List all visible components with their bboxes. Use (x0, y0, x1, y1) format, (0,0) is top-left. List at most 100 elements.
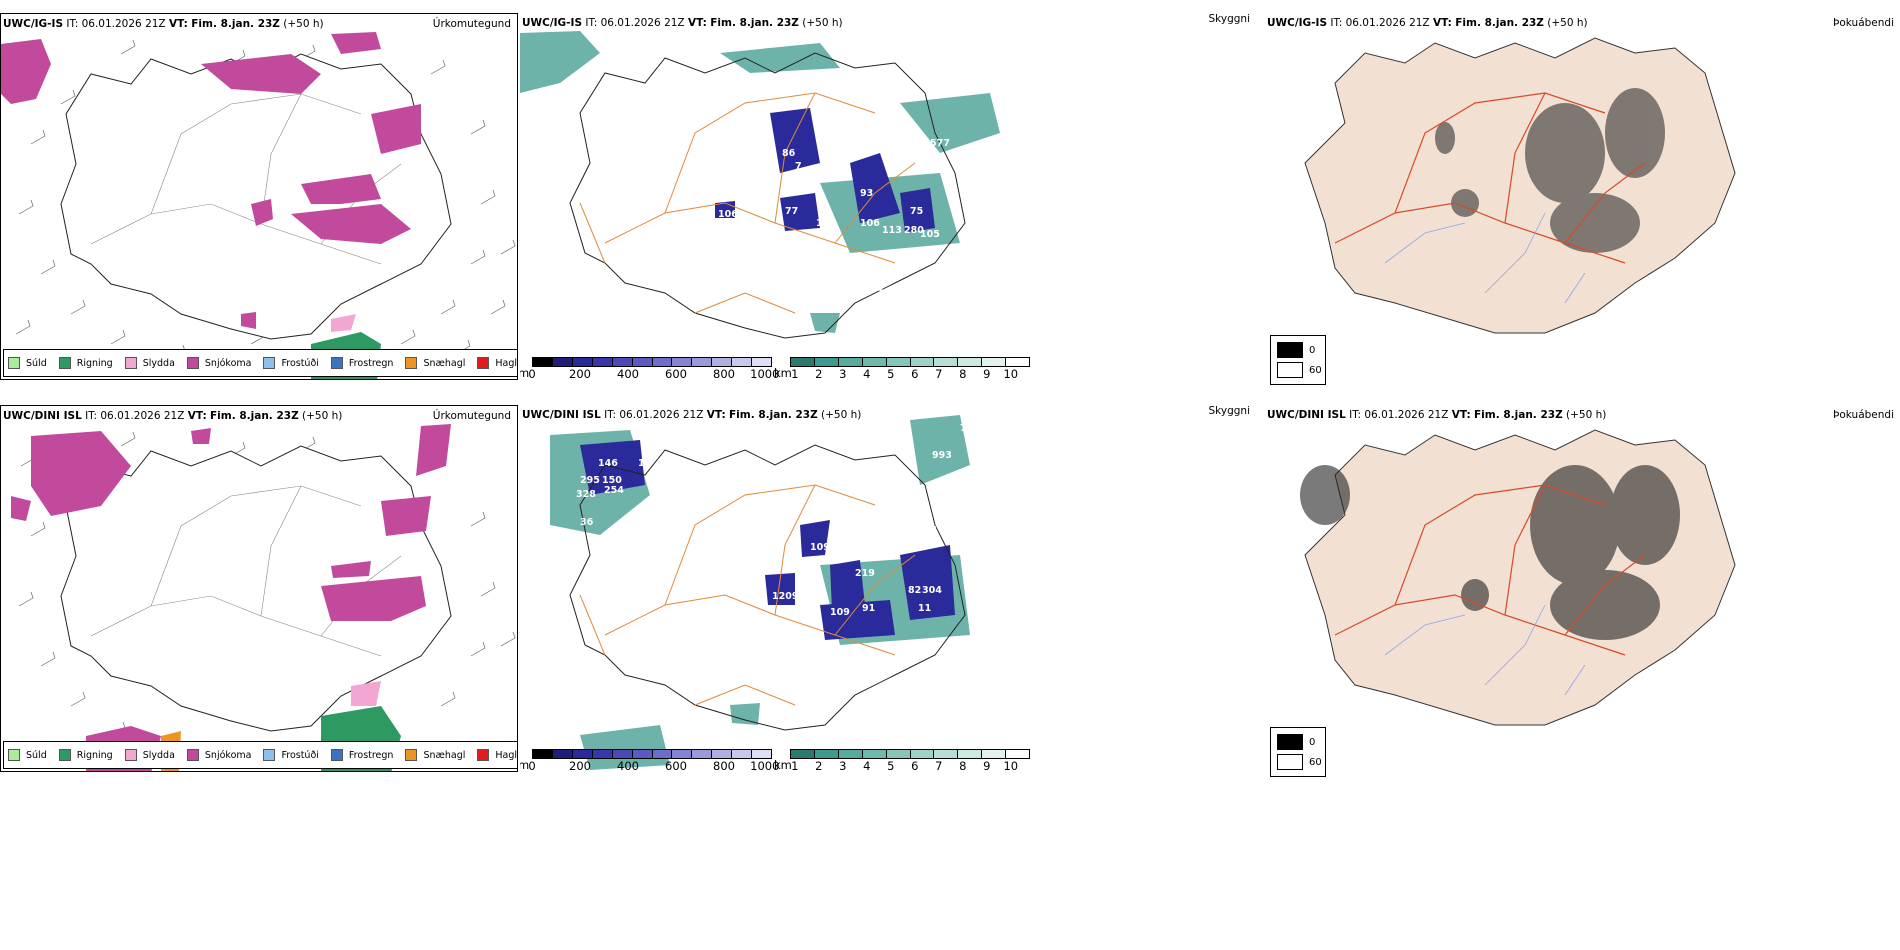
value-label: 109 (830, 607, 850, 618)
tick: 800 (713, 367, 735, 381)
value-label: 110 (938, 511, 958, 522)
valid-time: Fim. 8.jan. 23Z (191, 18, 280, 30)
roads (1334, 92, 1646, 264)
tick: 600 (665, 759, 687, 773)
value-label: 2 (640, 263, 647, 274)
value-label: 878 (620, 33, 640, 44)
legend-item: Súld (8, 357, 47, 369)
tick: 5 (887, 367, 895, 381)
field-name: Skyggni (1208, 13, 1251, 25)
fog-areas (1300, 465, 1680, 640)
panel-title: UWC/IG-IS IT: 06.01.2026 21Z VT: Fim. 8.… (522, 17, 843, 29)
legend-item: Rigning (58, 749, 113, 761)
roads (579, 92, 916, 314)
rivers (1384, 604, 1586, 696)
valid-time: Fim. 8.jan. 23Z (210, 410, 299, 422)
lead-time: (+50 h) (283, 18, 324, 30)
tick: 1000 (750, 759, 780, 773)
value-label: 150 (602, 475, 622, 486)
tick: 3 (839, 759, 847, 773)
roads (90, 93, 402, 265)
cloudbase-visibility-panel-row2: UWC/DINI ISL IT: 06.01.2026 21Z VT: Fim.… (520, 405, 1260, 775)
roads (579, 484, 916, 706)
value-label: 577 (930, 138, 950, 149)
tick: 4 (863, 367, 871, 381)
cloudbase-colorbar: m 0 200 400 600 800 1000 (520, 357, 779, 381)
tick: 2 (815, 759, 823, 773)
iceland-land (1304, 429, 1736, 726)
legend-item: Snæhagl (405, 749, 465, 761)
tick: 6 (911, 367, 919, 381)
tick: 200 (569, 367, 591, 381)
visibility-colorbar: km 1 2 3 4 5 6 7 8 9 10 (774, 357, 1030, 381)
legend-item: Súld (8, 749, 47, 761)
value-label: 113 (882, 225, 902, 236)
value-label: 254 (604, 485, 624, 496)
tick: 9 (983, 367, 991, 381)
visibility-unit: km (774, 366, 792, 380)
tick: 4 (863, 759, 871, 773)
field-name: Úrkomutegund (432, 410, 511, 422)
value-label: 75 (910, 206, 924, 217)
value-label: 55 (872, 665, 886, 676)
sleet-area (331, 314, 356, 332)
legend-item: Snjókoma (186, 749, 251, 761)
tick: 0 (528, 759, 536, 773)
tick: 0 (528, 367, 536, 381)
lead-time: (+50 h) (302, 410, 343, 422)
tick: 400 (617, 367, 639, 381)
legend-item: Frostregn (330, 749, 393, 761)
value-label: 1209 (772, 591, 799, 602)
low-cloudbase-areas (715, 108, 935, 233)
iceland-coastline (569, 52, 966, 339)
sleet-area (351, 681, 381, 706)
value-label: 203 (942, 530, 962, 541)
field-name: Úrkomutegund (432, 18, 511, 30)
precip-map (1, 32, 516, 379)
value-label: 93 (860, 188, 874, 199)
model-name: UWC/DINI ISL (3, 410, 82, 422)
value-label: 106 (718, 209, 738, 220)
tick: 10 (1003, 367, 1019, 381)
legend-item: Slydda (124, 749, 175, 761)
cloudbase-unit: m (520, 758, 530, 772)
value-label: 7 (795, 161, 802, 172)
value-label: 91 (862, 603, 876, 614)
value-label: 75 (960, 423, 974, 434)
low-visibility-areas (520, 31, 1000, 333)
tick: 8 (959, 759, 967, 773)
legend-item: Frostúði (263, 357, 319, 369)
value-label: 993 (932, 450, 952, 461)
visibility-colorbar: km 1 2 3 4 5 6 7 8 9 10 (774, 749, 1030, 773)
value-label: 280 (904, 225, 924, 236)
panel-title: UWC/DINI ISL IT: 06.01.2026 21Z VT: Fim.… (522, 409, 862, 421)
tick: 6 (911, 759, 919, 773)
value-label: 86 (782, 148, 796, 159)
cloudbase-unit: m (520, 366, 530, 380)
fog-indicator-panel-row1: UWC/IG-IS IT: 06.01.2026 21Z VT: Fim. 8.… (1265, 13, 1900, 383)
fog-legend-row1: 0 60 (1270, 335, 1326, 385)
cloudbase-colorbar: m 0 200 400 600 800 1000 (520, 749, 779, 773)
tick: 10 (1003, 759, 1019, 773)
panel-title: UWC/DINI ISL IT: 06.01.2026 21Z VT: Fim.… (1267, 409, 1607, 421)
tick: 7 (935, 367, 943, 381)
legend-item: Slydda (124, 357, 175, 369)
precip-type-panel-row2: UWC/DINI ISL IT: 06.01.2026 21Z VT: Fim.… (0, 405, 518, 772)
tick: 2 (815, 367, 823, 381)
cloudbase-visibility-panel-row1: UWC/IG-IS IT: 06.01.2026 21Z VT: Fim. 8.… (520, 13, 1260, 383)
tick: 9 (983, 759, 991, 773)
fog-legend-value: 60 (1309, 364, 1322, 376)
tick: 5 (887, 759, 895, 773)
fog-legend-value: 0 (1309, 736, 1316, 748)
value-label: 36 (580, 517, 594, 528)
fog-map (1300, 429, 1736, 726)
fog-map (1304, 37, 1736, 334)
value-label: 328 (576, 489, 596, 500)
legend-item: Frostúði (263, 749, 319, 761)
visibility-unit: km (774, 758, 792, 772)
tick: 800 (713, 759, 735, 773)
value-label: 106 (860, 218, 880, 229)
value-label: 219 (855, 568, 875, 579)
tick: 600 (665, 367, 687, 381)
value-label: 84 (924, 525, 938, 536)
